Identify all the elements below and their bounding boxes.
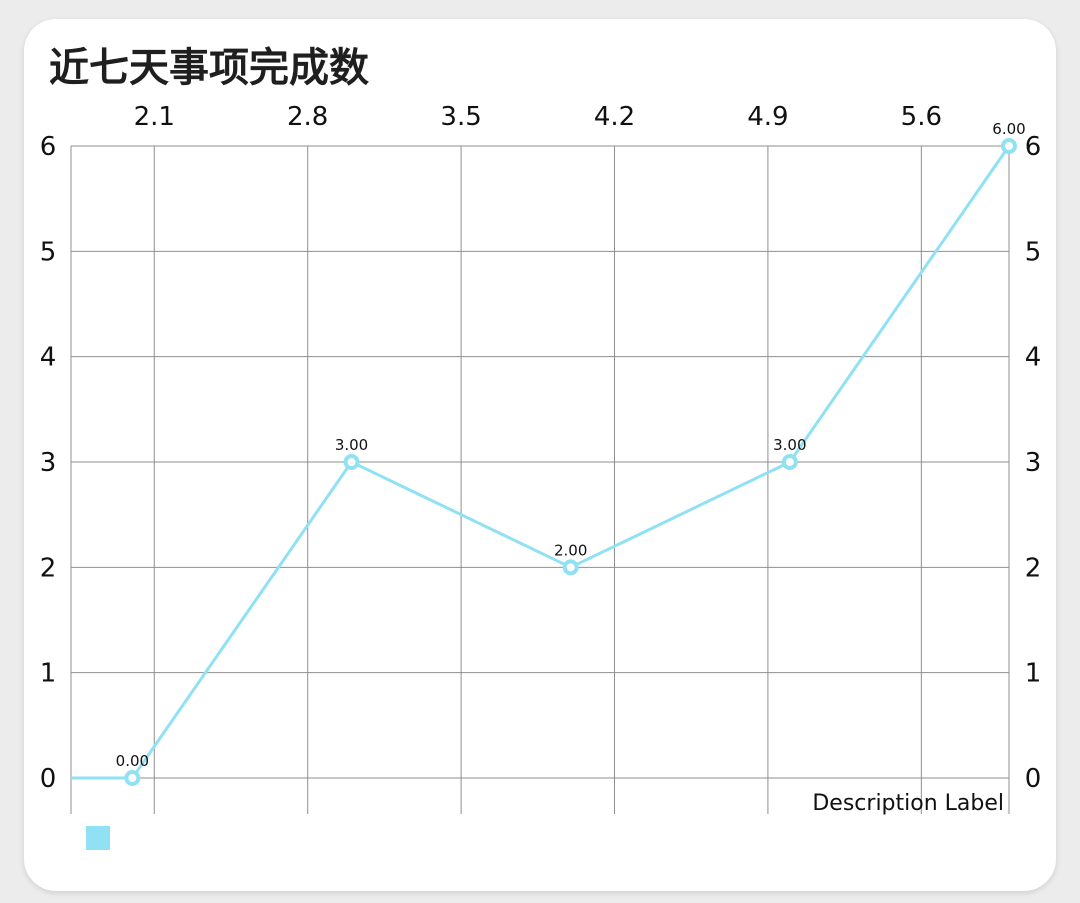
x-tick: 5.6: [901, 102, 942, 132]
y-tick-left: 1: [40, 659, 57, 689]
y-tick-left: 3: [40, 448, 57, 478]
data-point: [562, 559, 579, 576]
data-label: 0.00: [116, 752, 149, 770]
x-tick: 3.5: [440, 102, 481, 132]
description-label: Description Label: [812, 791, 1004, 816]
data-label: 3.00: [773, 436, 806, 454]
data-label: 3.00: [335, 436, 368, 454]
data-point: [124, 770, 141, 786]
data-point: [343, 454, 360, 470]
y-tick-left: 6: [40, 132, 57, 162]
chart-title: 近七天事项完成数: [49, 45, 369, 91]
x-tick: 2.1: [134, 102, 175, 132]
data-point: [781, 454, 798, 470]
chart-card: 近七天事项完成数 0 0 1 1 2 2 3 3 4 4 5 5 6 6 2.1 2.8 3.5 4.2 4.9 5.…: [24, 19, 1056, 891]
y-tick-right: 4: [1025, 343, 1042, 373]
x-tick: 2.8: [287, 102, 328, 132]
x-tick: 4.2: [594, 102, 635, 132]
legend-swatch: [86, 826, 110, 850]
y-tick-right: 3: [1025, 448, 1042, 478]
y-tick-right: 6: [1025, 132, 1042, 162]
data-point: [1001, 138, 1017, 154]
y-tick-right: 2: [1025, 553, 1042, 583]
line-chart: 0 0 1 1 2 2 3 3 4 4 5 5 6 6 2.1 2.8 3.5 4.2 4.9 5.6 0.00 3.00…: [40, 102, 1042, 850]
data-label: 2.00: [554, 541, 587, 559]
x-tick: 4.9: [747, 102, 788, 132]
y-tick-left: 0: [40, 764, 57, 794]
y-tick-right: 0: [1025, 764, 1042, 794]
y-tick-left: 5: [40, 237, 57, 267]
y-tick-right: 1: [1025, 659, 1042, 689]
data-label: 6.00: [992, 120, 1025, 138]
y-tick-right: 5: [1025, 237, 1042, 267]
y-tick-left: 4: [40, 343, 57, 373]
y-tick-left: 2: [40, 553, 57, 583]
